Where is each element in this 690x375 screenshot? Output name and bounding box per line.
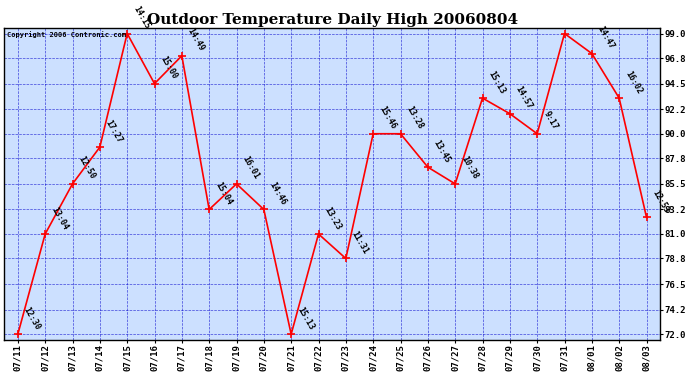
- Text: 9:17: 9:17: [542, 109, 559, 131]
- Text: 15:13: 15:13: [486, 69, 507, 95]
- Text: 13:45: 13:45: [432, 138, 452, 164]
- Text: 16:01: 16:01: [241, 155, 261, 181]
- Text: 12:53: 12:53: [651, 188, 671, 214]
- Text: 16:02: 16:02: [623, 69, 644, 95]
- Text: 13:04: 13:04: [49, 205, 70, 231]
- Text: 14:47: 14:47: [596, 25, 616, 51]
- Text: 14:46: 14:46: [268, 180, 288, 207]
- Text: 13:28: 13:28: [404, 105, 425, 131]
- Text: 14:49: 14:49: [186, 27, 206, 53]
- Text: 14:57: 14:57: [514, 85, 534, 111]
- Text: 17:27: 17:27: [104, 118, 124, 144]
- Text: 11:31: 11:31: [350, 230, 371, 256]
- Text: 15:13: 15:13: [295, 305, 315, 332]
- Text: 10:38: 10:38: [460, 155, 480, 181]
- Text: 15:04: 15:04: [213, 180, 234, 207]
- Text: Copyright 2006 Contronic.com: Copyright 2006 Contronic.com: [8, 31, 126, 38]
- Text: 12:30: 12:30: [22, 305, 42, 332]
- Title: Outdoor Temperature Daily High 20060804: Outdoor Temperature Daily High 20060804: [146, 13, 518, 27]
- Text: 15:46: 15:46: [377, 105, 397, 131]
- Text: 14:15: 14:15: [131, 4, 152, 31]
- Text: 12:50: 12:50: [77, 155, 97, 181]
- Text: 15:00: 15:00: [159, 55, 179, 81]
- Text: 13:23: 13:23: [323, 205, 343, 231]
